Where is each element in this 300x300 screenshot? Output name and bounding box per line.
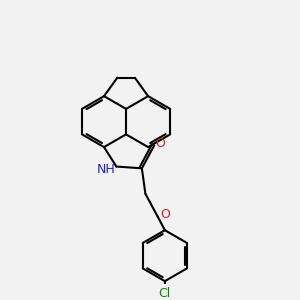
Text: NH: NH bbox=[97, 163, 116, 176]
Text: O: O bbox=[160, 208, 170, 221]
Text: O: O bbox=[156, 137, 166, 150]
Text: Cl: Cl bbox=[159, 287, 171, 300]
